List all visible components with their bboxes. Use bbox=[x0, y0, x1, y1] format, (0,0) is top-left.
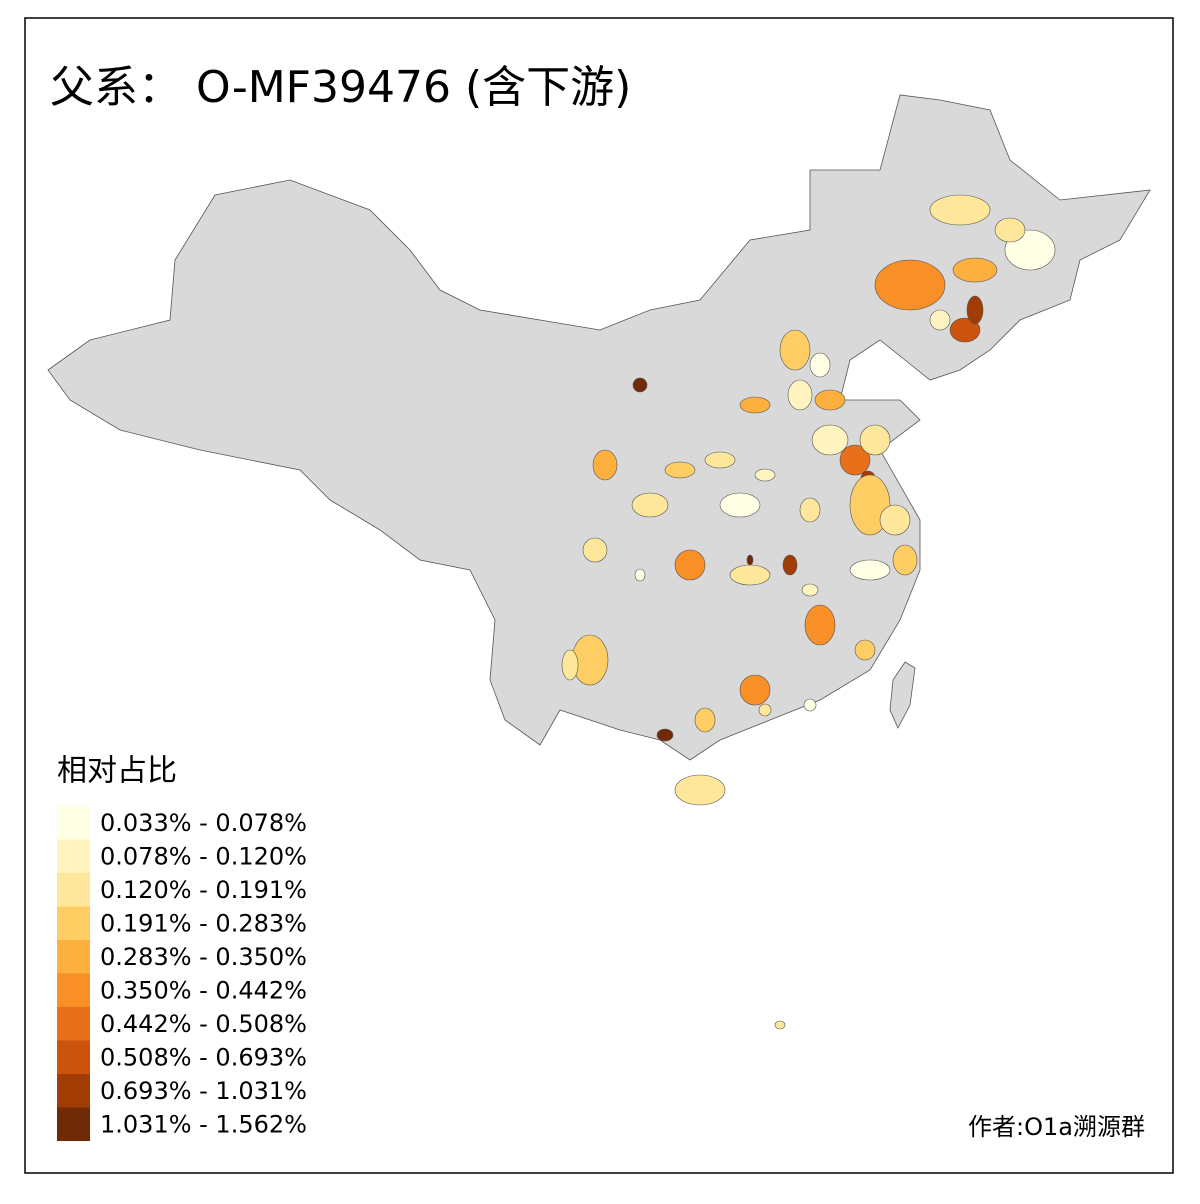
legend-label: 1.031% - 1.562% bbox=[100, 1111, 307, 1139]
legend: 0.033% - 0.078% 0.078% - 0.120% 0.120% - 0… bbox=[57, 806, 307, 1141]
regions bbox=[561, 194, 1056, 1030]
region bbox=[592, 449, 618, 481]
region bbox=[952, 257, 998, 283]
region bbox=[739, 396, 771, 414]
region bbox=[758, 703, 772, 717]
legend-swatch bbox=[57, 873, 90, 907]
region bbox=[634, 568, 646, 582]
region bbox=[874, 259, 946, 311]
region bbox=[854, 639, 876, 661]
region bbox=[729, 564, 771, 586]
legend-label: 0.078% - 0.120% bbox=[100, 843, 307, 871]
region bbox=[859, 424, 891, 456]
region bbox=[632, 377, 648, 393]
region bbox=[782, 554, 798, 576]
title: 父系： O-MF39476 (含下游) bbox=[50, 62, 631, 113]
legend-label: 0.283% - 0.350% bbox=[100, 943, 307, 971]
region bbox=[719, 492, 761, 518]
region bbox=[949, 317, 981, 343]
legend-swatch bbox=[57, 839, 90, 873]
legend-label: 0.191% - 0.283% bbox=[100, 910, 307, 938]
region bbox=[809, 352, 831, 378]
region bbox=[803, 698, 817, 712]
region bbox=[779, 329, 811, 371]
region bbox=[966, 295, 984, 325]
taiwan bbox=[889, 661, 916, 729]
legend-swatch bbox=[57, 940, 90, 974]
region bbox=[787, 379, 813, 411]
legend-title: 相对占比 bbox=[57, 754, 177, 789]
region bbox=[664, 461, 696, 479]
region bbox=[674, 549, 706, 581]
region bbox=[631, 492, 669, 518]
region bbox=[879, 504, 911, 536]
legend-label: 0.350% - 0.442% bbox=[100, 977, 307, 1005]
region bbox=[801, 583, 819, 597]
region bbox=[811, 424, 849, 456]
legend-swatch bbox=[57, 1074, 90, 1108]
region bbox=[674, 774, 726, 806]
credit: 作者:O1a溯源群 bbox=[968, 1113, 1145, 1141]
region bbox=[739, 674, 771, 706]
legend-label: 0.033% - 0.078% bbox=[100, 809, 307, 837]
region bbox=[814, 389, 846, 411]
region bbox=[774, 1020, 786, 1030]
legend-swatch bbox=[57, 906, 90, 940]
region bbox=[804, 604, 836, 646]
legend-swatch bbox=[57, 1007, 90, 1041]
china-outline bbox=[47, 94, 1151, 761]
legend-label: 0.120% - 0.191% bbox=[100, 876, 307, 904]
legend-swatch bbox=[57, 973, 90, 1007]
region bbox=[929, 194, 991, 226]
legend-label: 0.442% - 0.508% bbox=[100, 1010, 307, 1038]
region bbox=[839, 444, 871, 476]
region bbox=[929, 309, 951, 331]
region bbox=[582, 537, 608, 563]
legend-label: 0.508% - 0.693% bbox=[100, 1044, 307, 1072]
region bbox=[994, 217, 1026, 243]
region bbox=[746, 554, 754, 566]
region bbox=[561, 649, 579, 681]
land bbox=[47, 94, 1151, 761]
region bbox=[754, 468, 776, 482]
region bbox=[849, 559, 891, 581]
legend-swatch bbox=[57, 1040, 90, 1074]
legend-swatch bbox=[57, 806, 90, 840]
legend-swatch bbox=[57, 1107, 90, 1141]
region bbox=[694, 707, 716, 733]
region bbox=[892, 544, 918, 576]
region bbox=[656, 728, 674, 742]
region bbox=[799, 497, 821, 523]
region bbox=[704, 451, 736, 469]
legend-label: 0.693% - 1.031% bbox=[100, 1077, 307, 1105]
